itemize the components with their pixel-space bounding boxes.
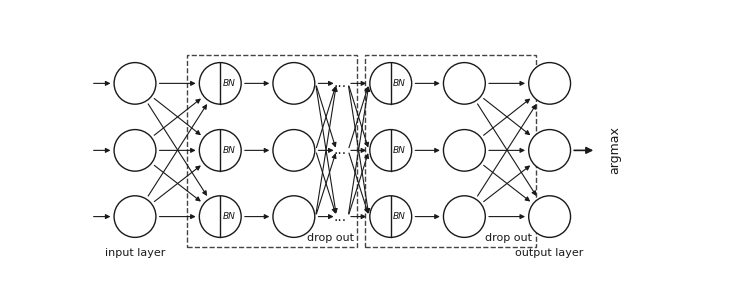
Circle shape — [114, 129, 156, 171]
Circle shape — [528, 63, 571, 104]
Text: input layer: input layer — [105, 248, 166, 258]
Text: ...: ... — [334, 210, 347, 224]
Circle shape — [273, 63, 315, 104]
Bar — [187, 55, 358, 247]
Circle shape — [114, 196, 156, 237]
Text: BN: BN — [393, 146, 406, 155]
Circle shape — [528, 196, 571, 237]
Circle shape — [370, 196, 412, 237]
Circle shape — [443, 129, 486, 171]
Text: BN: BN — [222, 146, 236, 155]
Bar — [365, 55, 536, 247]
Text: ...: ... — [334, 76, 347, 90]
Circle shape — [273, 196, 315, 237]
Text: output layer: output layer — [515, 248, 584, 258]
Circle shape — [370, 129, 412, 171]
Circle shape — [114, 63, 156, 104]
Circle shape — [443, 63, 486, 104]
Circle shape — [200, 129, 241, 171]
Text: BN: BN — [393, 79, 406, 88]
Circle shape — [443, 196, 486, 237]
Circle shape — [370, 63, 412, 104]
Text: drop out: drop out — [307, 233, 353, 243]
Circle shape — [273, 129, 315, 171]
Circle shape — [200, 196, 241, 237]
Text: BN: BN — [222, 79, 236, 88]
Text: BN: BN — [393, 212, 406, 221]
Circle shape — [200, 63, 241, 104]
Circle shape — [528, 129, 571, 171]
Text: argmax: argmax — [607, 127, 621, 174]
Text: BN: BN — [222, 212, 236, 221]
Text: ...: ... — [334, 143, 347, 157]
Text: drop out: drop out — [485, 233, 532, 243]
